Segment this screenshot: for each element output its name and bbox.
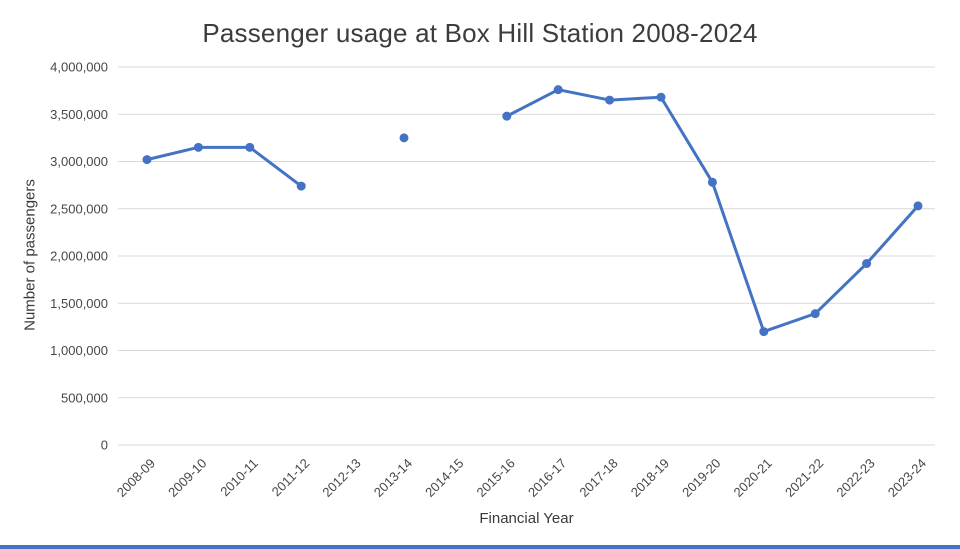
data-point xyxy=(862,259,872,269)
y-tick-label: 4,000,000 xyxy=(50,60,108,75)
y-tick-label: 3,500,000 xyxy=(50,107,108,122)
data-point xyxy=(759,327,769,337)
x-tick-label: 2018-19 xyxy=(628,456,672,500)
y-tick-label: 2,000,000 xyxy=(50,249,108,264)
data-point xyxy=(913,201,923,211)
x-tick-label: 2023-24 xyxy=(885,456,929,500)
chart-title: Passenger usage at Box Hill Station 2008… xyxy=(202,18,758,48)
x-tick-label: 2021-22 xyxy=(782,456,826,500)
data-point xyxy=(553,85,563,95)
x-tick-label: 2017-18 xyxy=(576,456,620,500)
series-line xyxy=(145,145,303,188)
data-point xyxy=(193,142,203,152)
x-tick-label: 2014-15 xyxy=(422,456,466,500)
data-point xyxy=(605,95,615,105)
y-tick-label: 1,000,000 xyxy=(50,343,108,358)
x-tick-label: 2015-16 xyxy=(474,456,518,500)
x-tick-label: 2016-17 xyxy=(525,456,569,500)
x-tick-label: 2020-21 xyxy=(731,456,775,500)
x-tick-label: 2012-13 xyxy=(319,456,363,500)
y-tick-label: 2,500,000 xyxy=(50,201,108,216)
data-point xyxy=(399,133,409,143)
data-point xyxy=(502,111,512,121)
data-point xyxy=(810,309,820,319)
x-tick-label: 2009-10 xyxy=(165,456,209,500)
data-point xyxy=(296,181,306,191)
x-tick-label: 2011-12 xyxy=(269,456,313,500)
data-point xyxy=(142,155,152,165)
data-point xyxy=(245,142,255,152)
x-tick-label: 2013-14 xyxy=(371,456,415,500)
x-tick-label: 2010-11 xyxy=(217,456,261,500)
data-point xyxy=(656,92,666,102)
y-axis-title: Number of passengers xyxy=(21,179,39,331)
y-tick-label: 3,000,000 xyxy=(50,154,108,169)
series-line xyxy=(505,88,920,334)
y-tick-label: 0 xyxy=(101,438,108,453)
x-tick-label: 2019-20 xyxy=(679,456,723,500)
window-bottom-border xyxy=(0,545,960,549)
x-axis-title: Financial Year xyxy=(479,510,574,527)
y-tick-label: 500,000 xyxy=(61,390,108,405)
data-point xyxy=(707,177,717,187)
y-tick-label: 1,500,000 xyxy=(50,296,108,311)
x-tick-label: 2008-09 xyxy=(114,456,158,500)
x-tick-label: 2022-23 xyxy=(833,456,877,500)
